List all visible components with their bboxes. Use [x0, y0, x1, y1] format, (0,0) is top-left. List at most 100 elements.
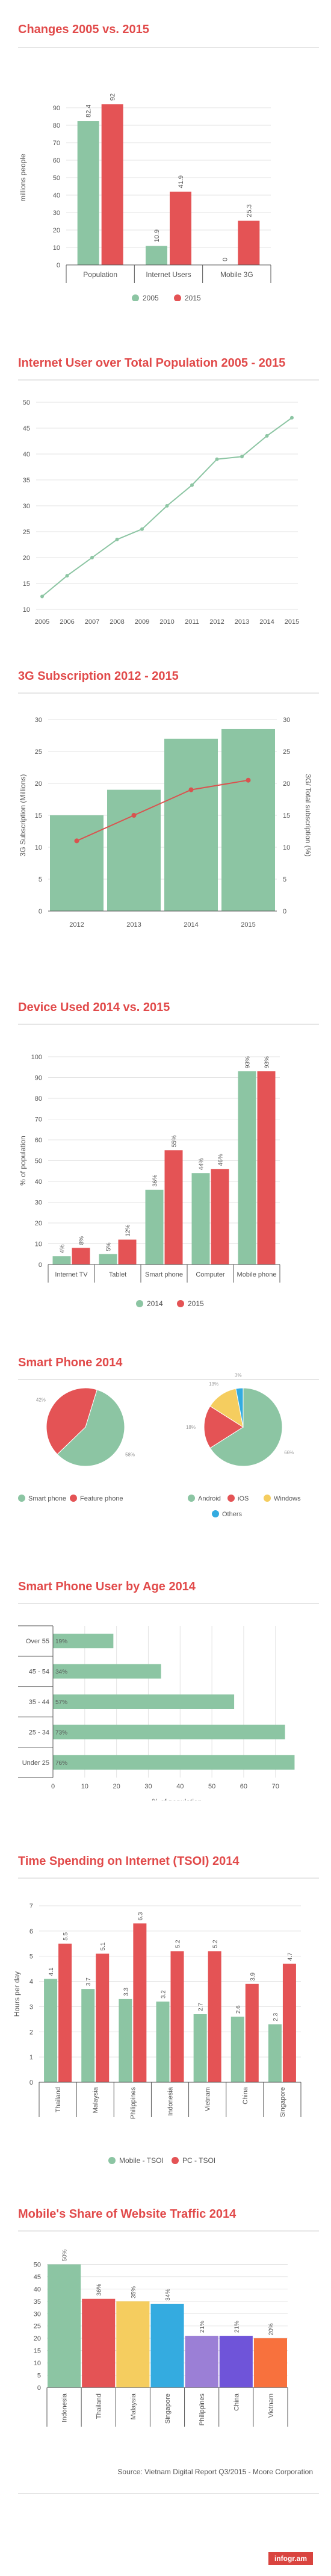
- legend-label: 2014: [147, 1299, 163, 1308]
- bar: [48, 2264, 81, 2388]
- y-tick-label: 40: [23, 451, 30, 458]
- legend-swatch: [70, 1495, 77, 1502]
- bar: [107, 789, 161, 911]
- y-axis-label: millions people: [19, 154, 27, 202]
- y-tick-label: 100: [31, 1054, 42, 1061]
- y-tick-label: 35: [34, 2298, 41, 2306]
- y2-tick-label: 30: [283, 717, 290, 724]
- y2-axis-label: 3G/ Total subscription (%): [304, 774, 312, 856]
- bar: [72, 1248, 90, 1265]
- divider: [18, 1878, 319, 1879]
- bar: [238, 1071, 256, 1265]
- bar: [53, 1755, 295, 1770]
- x-tick-label: 40: [176, 1783, 184, 1790]
- x-tick-label: 2014: [259, 618, 274, 626]
- value-label: 93%: [245, 1056, 252, 1068]
- value-label: 92: [110, 93, 117, 101]
- bar: [219, 2336, 253, 2388]
- x-tick-label: 2009: [135, 618, 149, 626]
- x-tick-label: 2013: [235, 618, 249, 626]
- x-tick-label: 2012: [209, 618, 224, 626]
- y-tick-label: Over 55: [26, 1638, 49, 1645]
- data-point: [74, 838, 79, 844]
- y2-tick-label: 15: [283, 812, 290, 820]
- y2-tick-label: 5: [283, 876, 286, 883]
- legend-label: 2015: [188, 1299, 204, 1308]
- x-tick-label: 0: [51, 1783, 55, 1790]
- y-tick-label: Under 25: [22, 1759, 49, 1767]
- value-label: 36%: [152, 1175, 159, 1187]
- bar: [53, 1725, 285, 1740]
- y-tick-label: 4: [29, 1979, 33, 1986]
- y-tick-label: 30: [23, 503, 30, 510]
- y-tick-label: 45: [23, 425, 30, 432]
- data-point: [131, 813, 137, 818]
- value-label: 2.7: [198, 2003, 205, 2011]
- bar: [119, 1999, 132, 2082]
- bar: [116, 2301, 150, 2388]
- y-tick-label: 70: [53, 140, 60, 147]
- internet-users-chart: 10 15 20 25 30 35 40 45 50 2005 2006 2007 2008 2009 20…: [23, 399, 299, 626]
- y-tick-label: 60: [53, 157, 60, 164]
- bar: [238, 220, 260, 265]
- slice-label: 66%: [284, 1450, 294, 1455]
- bar: [53, 1634, 114, 1649]
- slice-label: 42%: [36, 1397, 46, 1402]
- y-tick-label: 30: [53, 210, 60, 217]
- x-tick-label: 2006: [60, 618, 74, 626]
- y-tick-label: 40: [34, 2286, 41, 2293]
- bar: [193, 2014, 207, 2082]
- divider: [18, 2493, 319, 2494]
- chart-title: Mobile's Share of Website Traffic 2014: [18, 2207, 237, 2221]
- y-tick-label: 30: [35, 1199, 42, 1207]
- section-traffic: Mobile's Share of Website Traffic 2014 0…: [0, 2174, 331, 2576]
- x-tick-label: 50: [208, 1783, 215, 1790]
- value-label: 0: [221, 258, 229, 261]
- value-label: 3.2: [161, 1990, 167, 1999]
- chart-title: Smart Phone 2014: [18, 1356, 123, 1369]
- data-point: [188, 787, 194, 792]
- bar: [145, 1189, 164, 1265]
- x-tick-label: 20: [113, 1783, 120, 1790]
- bar: [253, 2338, 287, 2388]
- bar: [118, 1239, 137, 1265]
- changes-chart: 0 10 20 30 40 50 60 70 80 90 millions people 82.4 92…: [19, 93, 271, 301]
- data-point: [115, 537, 119, 541]
- y-tick-label: 15: [23, 580, 30, 588]
- data-point: [140, 527, 144, 531]
- chart-title: Device Used 2014 vs. 2015: [18, 1001, 170, 1014]
- x-tick-label: 2015: [241, 921, 255, 929]
- x-tick-label: 30: [144, 1783, 152, 1790]
- y-tick-label: 10: [35, 1241, 42, 1248]
- data-point: [290, 415, 294, 420]
- x-tick-label: 10: [81, 1783, 88, 1790]
- y-tick-label: 0: [39, 908, 42, 915]
- value-label: 55%: [172, 1135, 178, 1147]
- y-tick-label: 10: [53, 244, 60, 252]
- x-tick-label: China: [242, 2086, 249, 2105]
- y-tick-label: 50: [34, 2261, 41, 2268]
- y-axis-label: 3G Subscription (Millions): [19, 774, 27, 857]
- section-tsoi: Time Spending on Internet (TSOI) 2014 0 1…: [0, 1800, 331, 2174]
- y-tick-label: 10: [23, 606, 30, 614]
- y-axis-label: Hours per day: [13, 1971, 21, 2017]
- y-tick-label: 3: [29, 2003, 33, 2011]
- brand-badge[interactable]: infogr.am: [268, 2552, 313, 2565]
- y-tick-label: 50: [23, 399, 30, 406]
- data-point: [265, 434, 269, 438]
- data-point: [190, 483, 194, 487]
- value-label: 82.4: [85, 105, 93, 117]
- y-tick-label: 35: [23, 477, 30, 484]
- value-label: 3.3: [123, 1988, 129, 1996]
- value-label: 2.3: [273, 2012, 279, 2021]
- value-label: 8%: [79, 1236, 85, 1245]
- x-tick-label: Thailand: [55, 2087, 62, 2112]
- x-tick-label: Singapore: [279, 2087, 286, 2117]
- legend-label: Mobile - TSOI: [119, 2156, 164, 2165]
- x-tick-label: 2015: [285, 618, 299, 626]
- y-tick-label: 2: [29, 2029, 33, 2036]
- value-label: 20%: [268, 2323, 274, 2335]
- y-tick-label: 10: [35, 844, 42, 851]
- y-tick-label: 30: [34, 2310, 41, 2318]
- data-point: [165, 504, 169, 508]
